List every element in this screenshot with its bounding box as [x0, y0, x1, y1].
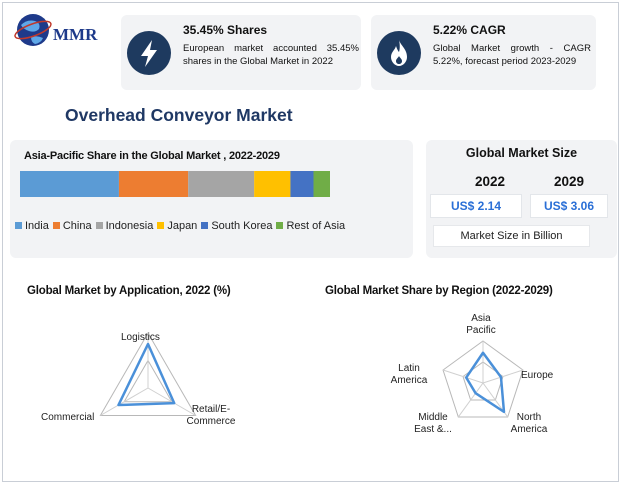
- radar-axis-line: [100, 387, 149, 416]
- radar-series: [464, 351, 506, 414]
- bar-chart-title: Asia-Pacific Share in the Global Market …: [24, 150, 280, 162]
- radar-axis-line: [442, 369, 484, 384]
- axis-label-commercial: Commercial: [41, 412, 95, 423]
- legend-swatch: [157, 222, 165, 229]
- axis-label-retail: Retail/E-Commerce: [186, 404, 236, 427]
- axis-label-logistics: Logistics: [121, 332, 160, 343]
- legend-swatch: [276, 222, 284, 229]
- stat-description: European market accounted 35.45% shares …: [183, 43, 359, 67]
- axis-label-asia-pacific: Asia Pacific: [466, 313, 496, 336]
- market-value: US$ 2.14: [430, 194, 522, 218]
- legend-item: Rest of Asia: [276, 220, 345, 232]
- legend-item: China: [52, 220, 92, 232]
- axis-label-latin-america: Latin America: [390, 363, 428, 386]
- market-size-title: Global Market Size: [465, 146, 578, 160]
- region-radar-chart: [442, 340, 524, 418]
- year-label: 2022: [474, 174, 506, 189]
- stat-badge: [377, 31, 421, 75]
- stat-description: Global Market growth - CAGR 5.22%, forec…: [433, 43, 591, 67]
- page-title: Overhead Conveyor Market: [65, 105, 293, 125]
- legend-swatch: [201, 222, 209, 229]
- radar-axis-line: [482, 369, 524, 384]
- legend-label: Japan: [167, 220, 198, 232]
- asia-pacific-share-card: Asia-Pacific Share in the Global Market …: [10, 140, 413, 258]
- stacked-bar: [20, 171, 330, 197]
- bar-segment-indonesia: [188, 171, 255, 197]
- radar-grid-ring: [442, 340, 524, 418]
- market-size-card: Global Market Size 2022 2029 US$ 2.14 US…: [426, 140, 617, 258]
- region-chart-title: Global Market Share by Region (2022-2029…: [325, 285, 553, 297]
- stat-title: 5.22% CAGR: [433, 23, 506, 37]
- legend-swatch: [95, 222, 103, 229]
- legend-item: Indonesia: [95, 220, 154, 232]
- radar-axis-line: [457, 382, 484, 418]
- axis-label-europe: Europe: [521, 370, 554, 381]
- globe-icon: [14, 14, 52, 46]
- legend-item: South Korea: [201, 220, 272, 232]
- legend-swatch: [15, 222, 22, 229]
- stat-title: 35.45% Shares: [183, 23, 268, 37]
- application-chart-title: Global Market by Application, 2022 (%): [27, 285, 231, 297]
- radar-series: [117, 342, 176, 407]
- legend-label: India: [25, 220, 49, 232]
- year-label: 2029: [553, 174, 585, 189]
- radar-grid-ring: [123, 359, 173, 403]
- bar-segment-rest-of-asia: [313, 171, 330, 197]
- logo: MMR: [13, 11, 113, 51]
- axis-label-north-america: North America: [510, 412, 548, 435]
- stat-card-cagr: 5.22% CAGR Global Market growth - CAGR 5…: [371, 15, 596, 90]
- legend-label: South Korea: [211, 220, 273, 232]
- brand-name: MMR: [53, 25, 98, 44]
- radar-grid-ring: [99, 331, 197, 416]
- market-value: US$ 3.06: [530, 194, 608, 218]
- application-radar-chart: [99, 331, 197, 416]
- lightning-icon: [141, 40, 157, 67]
- axis-label-middle-east: Middle East &...: [414, 412, 452, 435]
- bar-segment-south-korea: [290, 171, 314, 197]
- legend-label: Rest of Asia: [286, 220, 346, 232]
- market-size-footnote: Market Size in Billion: [433, 225, 590, 247]
- flame-icon: [391, 40, 407, 66]
- legend-label: China: [62, 220, 92, 232]
- stat-card-share: 35.45% Shares European market accounted …: [121, 15, 361, 90]
- bar-segment-india: [20, 171, 119, 197]
- legend-item: India: [15, 220, 49, 232]
- bar-segment-china: [118, 171, 189, 197]
- infographic-frame: MMR 35.45% Shares European market accoun…: [2, 2, 619, 482]
- legend-label: Indonesia: [105, 220, 154, 232]
- bar-chart-legend: India China Indonesia Japan South Korea Rest …: [15, 220, 349, 232]
- bar-segment-japan: [254, 171, 291, 197]
- stat-badge: [127, 31, 171, 75]
- legend-swatch: [52, 222, 60, 229]
- radar-axis-line: [147, 387, 196, 416]
- legend-item: Japan: [157, 220, 197, 232]
